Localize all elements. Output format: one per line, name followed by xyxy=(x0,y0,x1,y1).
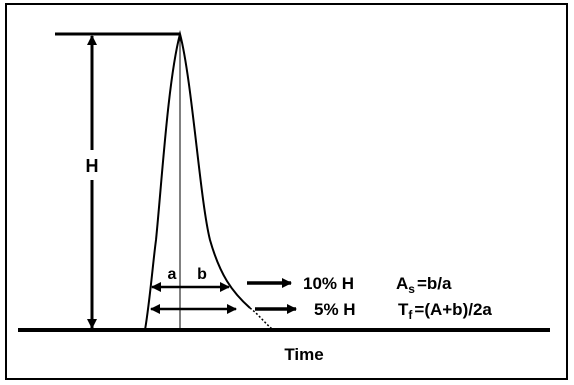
time-axis-label: Time xyxy=(284,345,323,364)
height-label: H xyxy=(86,156,99,176)
diagram-frame xyxy=(5,3,568,380)
peak-curve xyxy=(144,30,251,331)
asymmetry-label: As =b/a xyxy=(396,274,452,296)
a-label: a xyxy=(168,266,177,283)
peak-tail xyxy=(249,307,273,330)
five-percent-label: 5% H xyxy=(314,300,356,319)
ten-percent-label: 10% H xyxy=(303,274,354,293)
b-label: b xyxy=(197,266,207,283)
tailing-label: Tf =(A+b)/2a xyxy=(398,300,492,322)
